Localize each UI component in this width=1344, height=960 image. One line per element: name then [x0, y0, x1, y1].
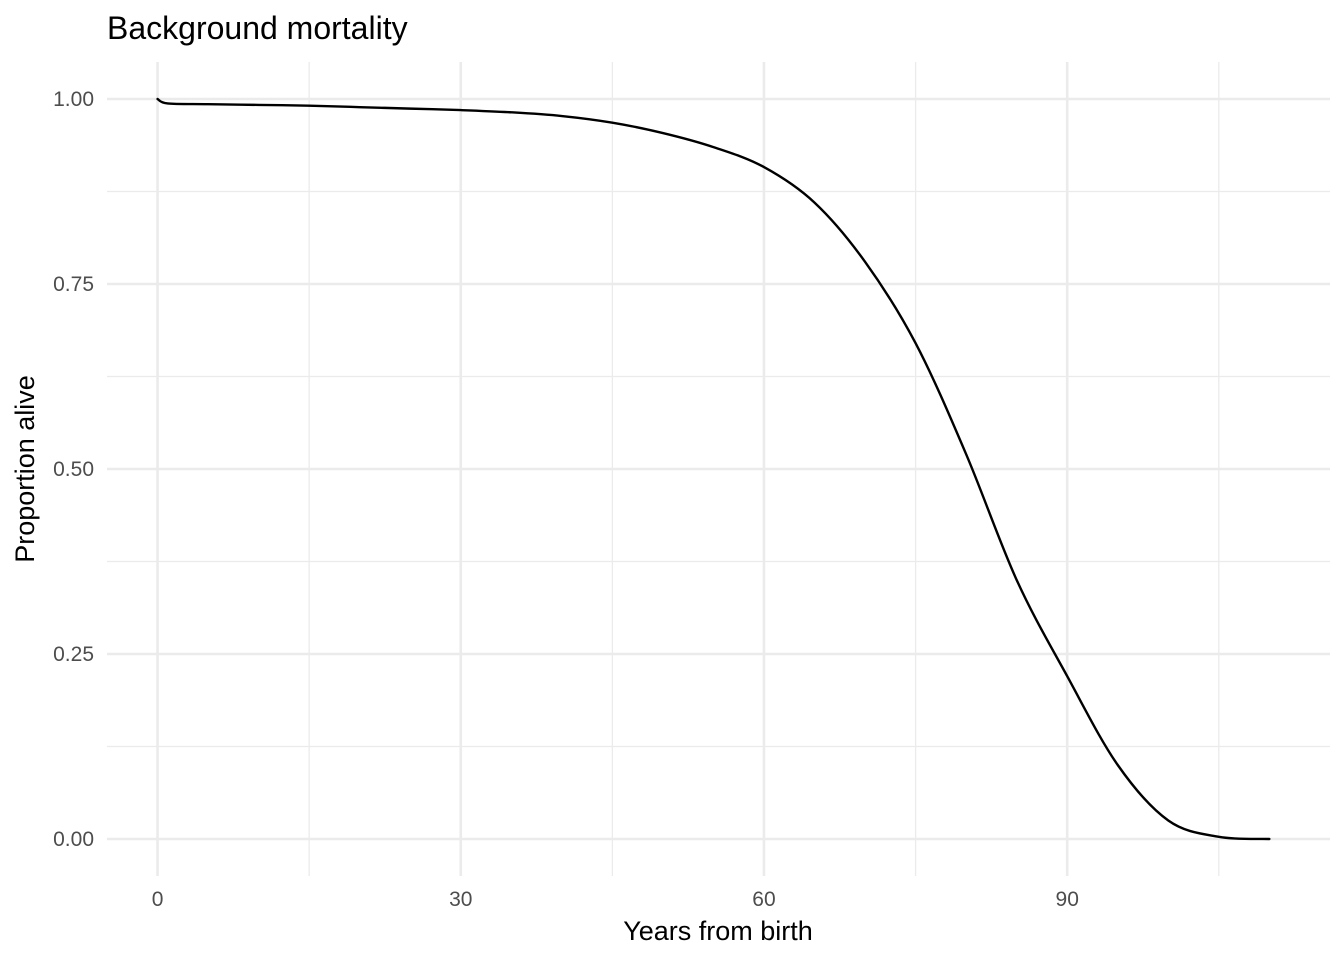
- major-gridlines: [107, 62, 1330, 876]
- y-axis-title: Proportion alive: [10, 375, 40, 563]
- x-tick-label: 90: [1056, 888, 1079, 911]
- survival-curve: [156, 97, 1271, 841]
- y-tick-label: 0.25: [53, 643, 94, 666]
- minor-gridlines: [107, 62, 1330, 876]
- chart-title: Background mortality: [107, 10, 408, 46]
- y-tick-label: 0.00: [53, 828, 94, 851]
- x-tick-label: 0: [152, 888, 164, 911]
- y-tick-label: 1.00: [53, 88, 94, 111]
- x-axis-title: Years from birth: [623, 916, 813, 946]
- x-axis-ticks: 0 30 60 90: [152, 888, 1079, 911]
- y-tick-label: 0.50: [53, 458, 94, 481]
- y-tick-label: 0.75: [53, 273, 94, 296]
- x-tick-label: 30: [449, 888, 472, 911]
- y-axis-ticks: 0.00 0.25 0.50 0.75 1.00: [53, 88, 94, 851]
- x-tick-label: 60: [752, 888, 775, 911]
